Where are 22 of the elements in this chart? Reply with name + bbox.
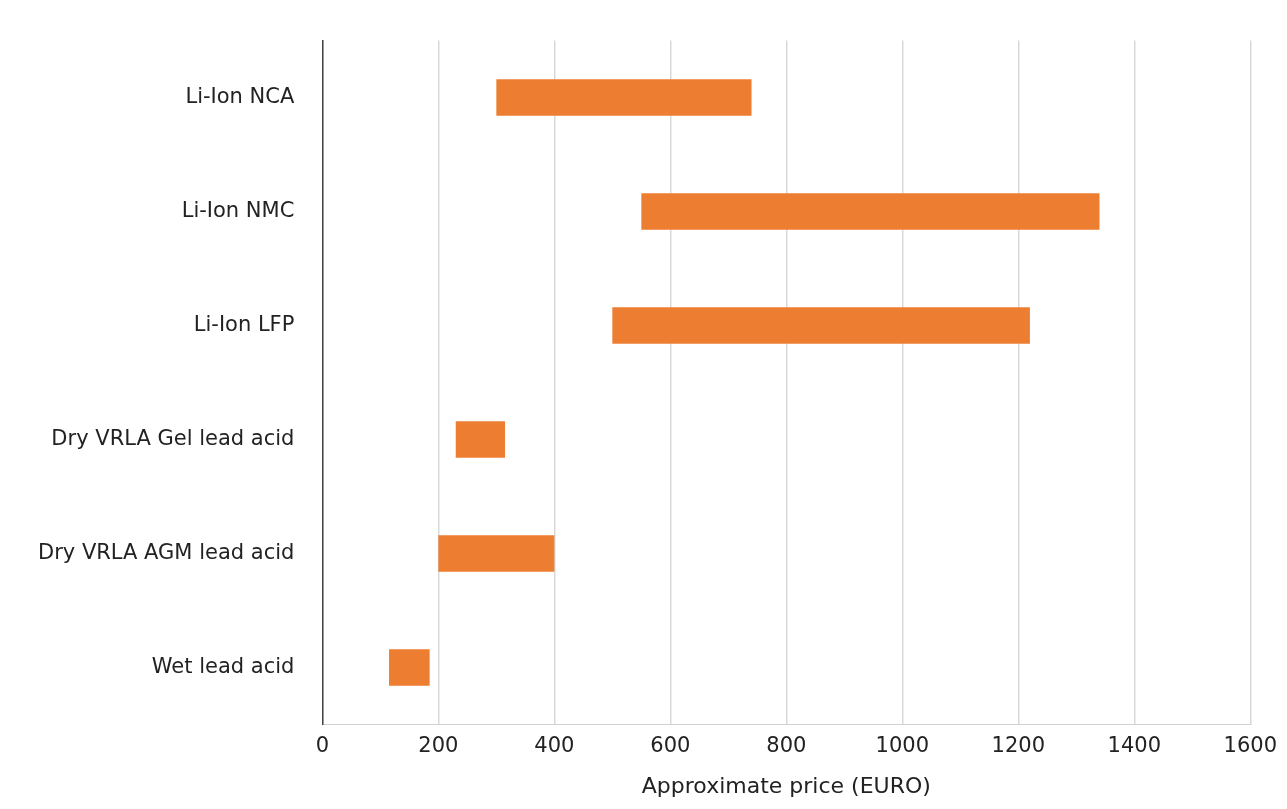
x-tick-label: 200 bbox=[418, 733, 459, 758]
bar bbox=[641, 193, 1100, 230]
bar bbox=[455, 421, 506, 458]
x-tick-label: 1600 bbox=[1223, 733, 1277, 758]
x-tick-label: 600 bbox=[650, 733, 691, 758]
y-tick-label: Dry VRLA Gel lead acid bbox=[51, 425, 295, 450]
bar bbox=[496, 79, 752, 116]
y-tick-label: Dry VRLA AGM lead acid bbox=[38, 539, 295, 564]
x-tick-label: 800 bbox=[766, 733, 807, 758]
x-tick-label: 1000 bbox=[875, 733, 930, 758]
y-tick-label: Li-Ion NMC bbox=[181, 198, 295, 222]
bar bbox=[438, 535, 555, 572]
x-tick-label: 1400 bbox=[1107, 733, 1162, 758]
y-tick-label: Li-Ion LFP bbox=[193, 311, 295, 336]
y-tick-label: Wet lead acid bbox=[151, 653, 295, 678]
bar bbox=[389, 649, 430, 686]
x-tick-label: 1200 bbox=[991, 733, 1046, 758]
y-tick-label: Li-Ion NCA bbox=[185, 84, 295, 109]
x-axis-title: Approximate price (EURO) bbox=[641, 772, 931, 798]
x-tick-label: 400 bbox=[534, 733, 575, 758]
bar bbox=[612, 307, 1030, 344]
x-tick-label: 0 bbox=[315, 733, 330, 758]
